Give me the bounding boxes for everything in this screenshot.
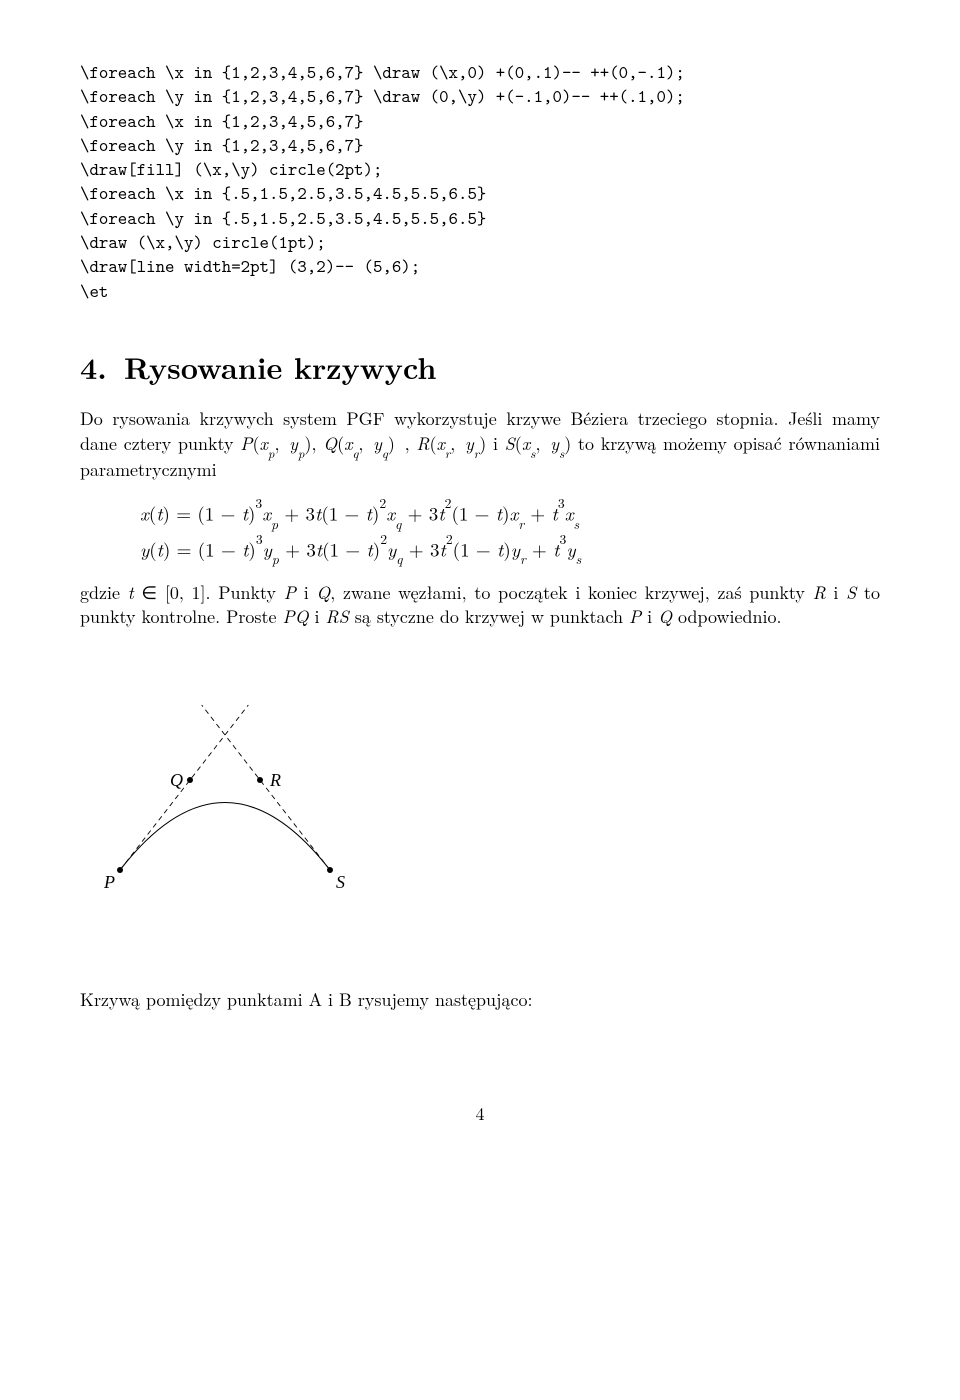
code-block: \foreach \x in {1,2,3,4,5,6,7} \draw (\x… bbox=[80, 60, 880, 303]
svg-text:P: P bbox=[103, 872, 115, 892]
equation-1: x(t) = (1 − t)3xp + 3t(1 − t)2xq + 3t2(1… bbox=[140, 496, 880, 531]
svg-text:R: R bbox=[269, 770, 281, 790]
bezier-figure: P Q R S bbox=[100, 670, 880, 900]
paragraph-1: Do rysowania krzywych system PGF wykorzy… bbox=[80, 407, 880, 482]
paragraph-3: Krzywą pomiędzy punktami A i B rysujemy … bbox=[80, 988, 880, 1012]
section-title: Rysowanie krzywych bbox=[124, 345, 436, 388]
equation-2: y(t) = (1 − t)3yp + 3t(1 − t)2yq + 3t2(1… bbox=[140, 532, 880, 567]
paragraph-2: gdzie t ∈ [0, 1]. Punkty P i Q, zwane wę… bbox=[80, 581, 880, 630]
page-number: 4 bbox=[80, 1102, 880, 1126]
section-number: 4. bbox=[80, 347, 124, 388]
svg-text:Q: Q bbox=[170, 770, 183, 790]
equations: x(t) = (1 − t)3xp + 3t(1 − t)2xq + 3t2(1… bbox=[140, 496, 880, 567]
bezier-svg: P Q R S bbox=[100, 670, 360, 900]
section-heading: 4.Rysowanie krzywych bbox=[80, 347, 880, 388]
svg-text:S: S bbox=[336, 872, 345, 892]
